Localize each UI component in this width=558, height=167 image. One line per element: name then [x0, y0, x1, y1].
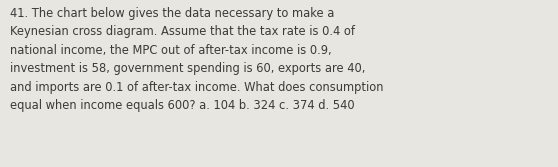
Text: 41. The chart below gives the data necessary to make a
Keynesian cross diagram. : 41. The chart below gives the data neces…: [10, 7, 383, 112]
